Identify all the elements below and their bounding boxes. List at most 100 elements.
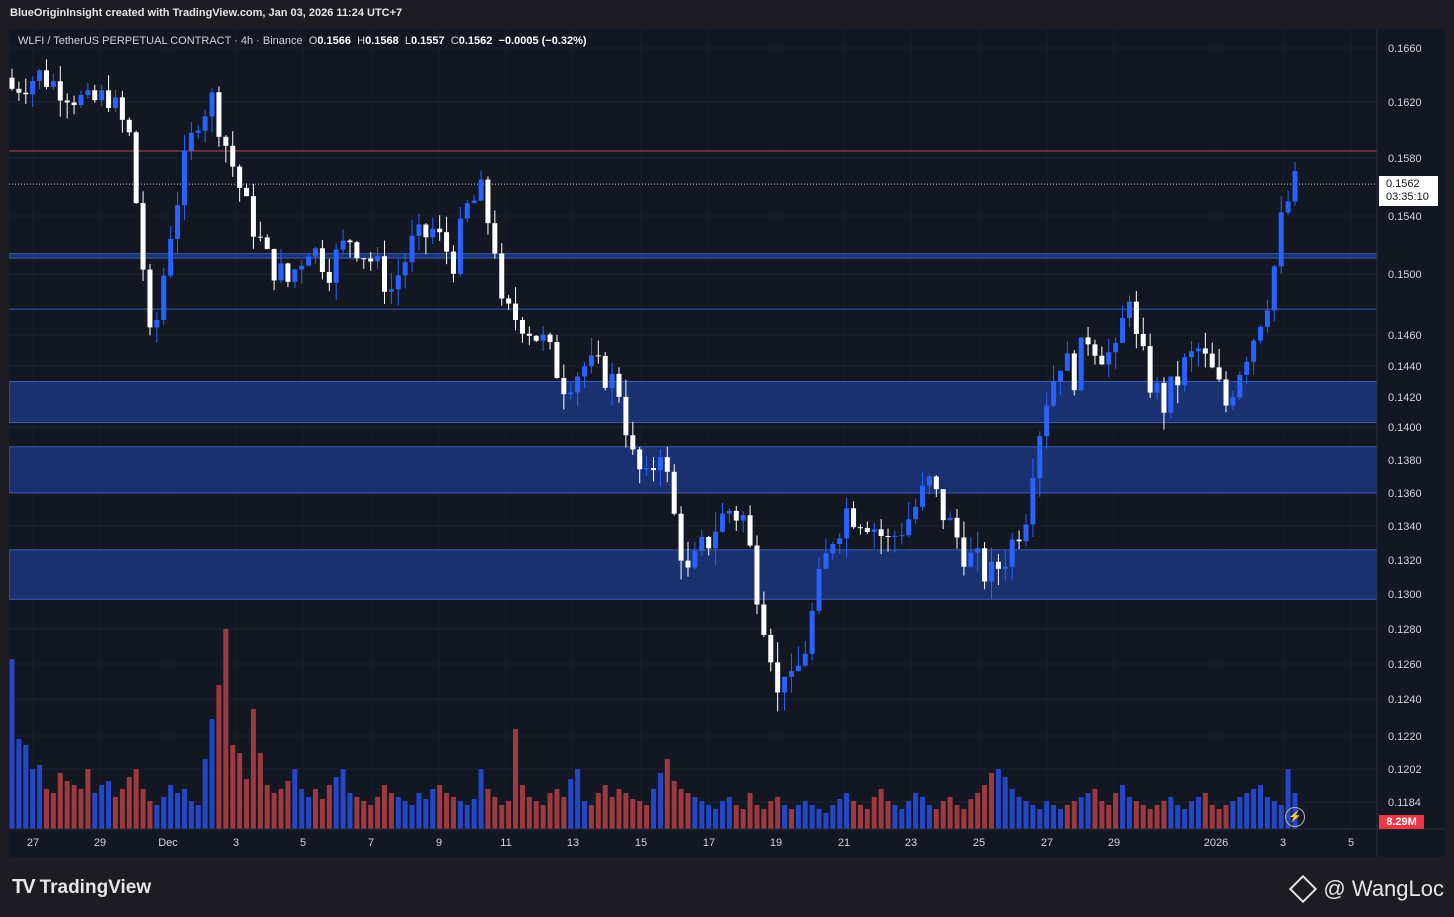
volume-bar — [99, 785, 105, 829]
candle-body — [913, 506, 919, 520]
volume-bar — [678, 789, 684, 829]
volume-bar — [1078, 797, 1084, 829]
candle-body — [71, 102, 77, 106]
y-tick-label: 0.1340 — [1388, 521, 1422, 533]
candle-body — [754, 545, 760, 605]
y-tick-label: 0.1240 — [1388, 694, 1422, 706]
candle-body — [1209, 353, 1215, 368]
x-tick-label: 5 — [1348, 837, 1354, 849]
candle-body — [940, 489, 946, 521]
volume-bar — [437, 785, 443, 829]
volume-bar — [533, 801, 539, 829]
tradingview-logo[interactable]: TV TradingView — [12, 876, 151, 899]
candle-body — [175, 205, 181, 239]
volume-bar — [326, 785, 332, 829]
volume-bar — [43, 789, 49, 829]
candle-body — [692, 550, 698, 568]
volume-bar — [651, 789, 656, 829]
volume-bar — [961, 809, 967, 829]
tradingview-mark-icon: TV — [12, 876, 36, 898]
support-zone — [9, 446, 1378, 494]
candle-body — [1092, 344, 1098, 356]
close-label: C — [450, 35, 459, 47]
candle-body — [975, 548, 981, 553]
candlestick-chart[interactable]: 0.1660 0.1620 0.1580 0.1540 0.1500 0.1460 0.14… — [9, 29, 1445, 857]
volume-bar — [1175, 805, 1181, 829]
volume-bar — [754, 805, 760, 829]
volume-bar — [837, 799, 843, 829]
candle-body — [740, 515, 746, 521]
y-tick-label: 0.1420 — [1388, 392, 1422, 404]
volume-bar — [333, 777, 339, 829]
volume-bar — [375, 797, 381, 829]
volume-bar — [699, 801, 705, 829]
volume-bar — [526, 797, 532, 829]
volume-bar — [37, 765, 43, 829]
volume-bar — [1271, 801, 1277, 829]
candle-body — [64, 100, 70, 103]
candle-body — [747, 515, 753, 546]
candle-body — [140, 203, 146, 270]
volume-bar — [802, 801, 808, 829]
candle-body — [1195, 348, 1201, 352]
candle-body — [1051, 381, 1057, 406]
candle-body — [719, 513, 725, 532]
tradingview-logo-text: TradingView — [39, 876, 152, 898]
volume-bar — [292, 769, 298, 829]
volume-bar — [609, 797, 615, 829]
candle-body — [726, 510, 732, 514]
volume-bar — [9, 659, 15, 829]
volume-bar — [278, 789, 284, 829]
volume-bar — [671, 781, 677, 829]
candle-body — [1057, 370, 1063, 382]
candle-body — [830, 544, 836, 554]
volume-bar — [1154, 805, 1160, 829]
candle-body — [995, 561, 1001, 569]
candle-body — [50, 81, 56, 87]
volume-bar — [1258, 785, 1264, 829]
volume-bar — [706, 805, 712, 829]
x-tick-label: 9 — [436, 837, 442, 849]
candle-body — [119, 97, 125, 120]
candle-body — [651, 467, 656, 471]
volume-bar — [885, 801, 891, 829]
x-tick-label: 27 — [1041, 837, 1053, 849]
candle-body — [540, 334, 546, 341]
volume-bar — [1161, 801, 1167, 829]
last-price-value: 0.1562 — [1386, 178, 1420, 190]
volume-bar — [782, 805, 788, 829]
volume-bar — [1147, 809, 1153, 829]
candle-body — [23, 92, 29, 95]
candle-body — [871, 529, 877, 532]
candle-body — [112, 97, 118, 108]
candle-body — [1202, 348, 1208, 354]
symbol-label[interactable]: WLFI / TetherUS PERPETUAL CONTRACT · 4h … — [18, 35, 303, 47]
candle-body — [423, 224, 429, 238]
candle-body — [982, 548, 988, 582]
candle-body — [1189, 351, 1195, 358]
candle-body — [1154, 382, 1160, 393]
volume-bar — [1237, 797, 1243, 829]
volume-bar — [1216, 809, 1222, 829]
x-tick-label: 5 — [300, 837, 306, 849]
candle-body — [457, 218, 463, 274]
candle-body — [933, 476, 939, 490]
candle-body — [968, 552, 974, 567]
volume-bar — [506, 801, 512, 829]
open-value: 0.1566 — [317, 35, 352, 47]
candle-body — [1168, 376, 1174, 413]
x-tick-label: 27 — [27, 837, 39, 849]
volume-bar — [540, 805, 546, 829]
replay-icon[interactable]: ⚡ — [1285, 807, 1305, 827]
candle-body — [961, 537, 967, 567]
candle-body — [409, 235, 415, 263]
volume-bar — [830, 805, 836, 829]
chart-area[interactable]: 0.1660 0.1620 0.1580 0.1540 0.1500 0.1460 0.14… — [9, 29, 1445, 857]
y-tick-label: 0.1380 — [1388, 455, 1422, 467]
candle-body — [1147, 346, 1153, 393]
x-tick-label: 3 — [1280, 837, 1286, 849]
volume-bar — [216, 685, 222, 829]
candle-body — [519, 319, 525, 334]
candle-body — [285, 263, 291, 282]
candle-body — [926, 476, 932, 486]
